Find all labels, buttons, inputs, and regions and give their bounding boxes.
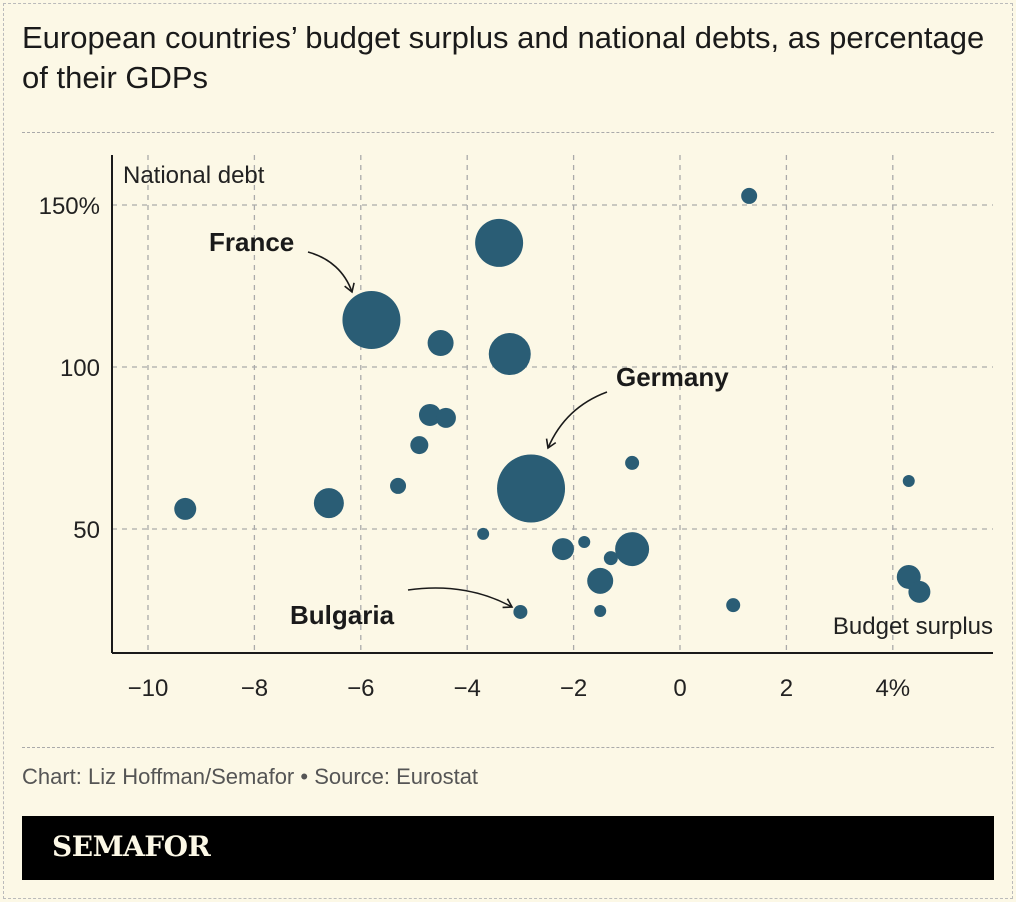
bubble — [551, 538, 574, 561]
axes: −10 −8 −6 −4 −2 0 2 4% 50 100 150% — [39, 155, 993, 702]
germany-arrow — [545, 391, 608, 450]
bubble — [902, 475, 915, 488]
chart-frame — [3, 3, 1013, 899]
bubble — [313, 488, 344, 519]
x-tick-label: −2 — [560, 675, 587, 702]
annotation-germany: Germany — [616, 362, 729, 392]
bubble — [418, 403, 441, 426]
bubble — [587, 567, 614, 594]
bubble — [603, 551, 618, 566]
bubble — [908, 580, 931, 603]
x-tick-label: −4 — [454, 675, 481, 702]
bubble — [475, 218, 524, 267]
bubble-bulgaria — [513, 604, 528, 619]
annotation-bulgaria: Bulgaria — [290, 600, 395, 630]
y-tick-label: 150% — [39, 193, 100, 220]
france-arrow — [307, 251, 355, 294]
y-axis-label: National debt — [123, 162, 265, 189]
annotation-france: France — [209, 227, 294, 257]
bubble — [488, 333, 531, 376]
x-tick-label: 0 — [673, 675, 686, 702]
bubbles — [174, 187, 931, 619]
bubble-germany — [497, 454, 566, 523]
bubble — [390, 477, 407, 494]
source-credit: Chart: Liz Hoffman/Semafor • Source: Eur… — [22, 764, 479, 789]
bubble — [435, 407, 456, 428]
y-tick-label: 100 — [60, 355, 100, 382]
bubble — [615, 532, 650, 567]
x-tick-label: 4% — [875, 675, 910, 702]
bubble — [726, 598, 741, 613]
bubble-chart: −10 −8 −6 −4 −2 0 2 4% 50 100 150% National debt B… — [39, 155, 993, 702]
grid — [112, 155, 993, 653]
bubble — [477, 527, 490, 540]
bubble — [410, 436, 429, 455]
x-tick-label: −8 — [241, 675, 268, 702]
bubble-france — [342, 291, 401, 350]
x-tick-label: 2 — [780, 675, 793, 702]
bubble — [741, 187, 758, 204]
bubble — [594, 604, 607, 617]
bulgaria-arrow — [407, 587, 514, 609]
chart-title: European countries’ budget surplus and n… — [22, 20, 985, 95]
title-divider — [22, 132, 994, 133]
bubble — [625, 455, 640, 470]
x-tick-label: −10 — [128, 675, 169, 702]
bubble — [174, 497, 197, 520]
brand-bar: SEMAFOR — [22, 816, 994, 880]
y-tick-label: 50 — [73, 517, 100, 544]
bubble — [578, 535, 591, 548]
x-axis-label: Budget surplus — [833, 613, 993, 640]
bubble — [427, 330, 454, 357]
x-tick-label: −6 — [347, 675, 374, 702]
footer-divider — [22, 747, 994, 748]
semafor-logo: SEMAFOR — [52, 830, 211, 863]
